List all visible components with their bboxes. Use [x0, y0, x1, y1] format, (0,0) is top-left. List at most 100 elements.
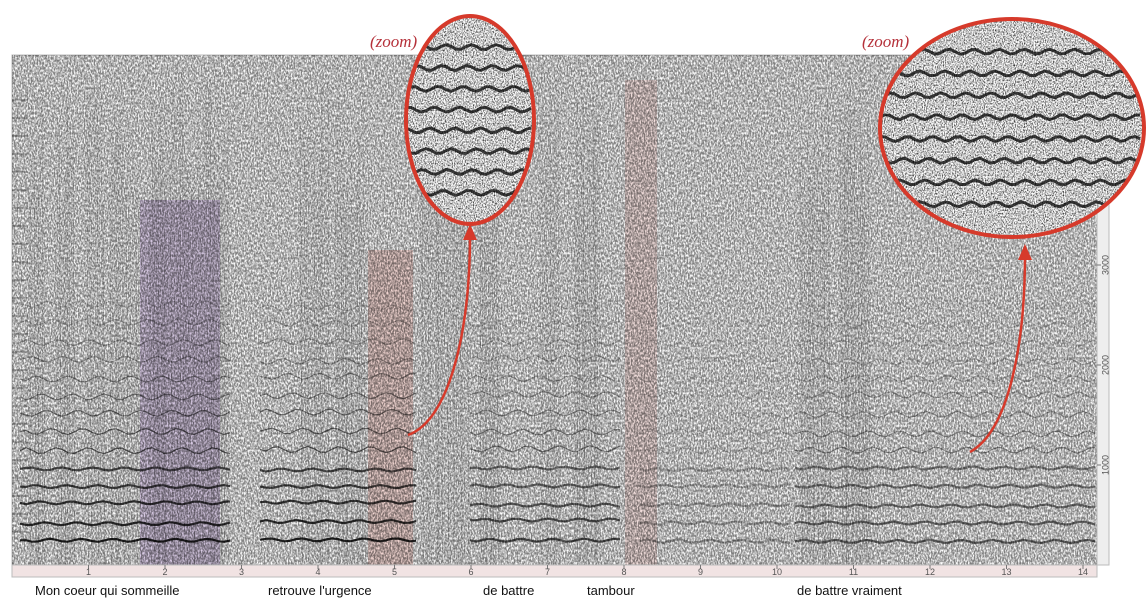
harmonic	[639, 428, 791, 436]
streak	[360, 210, 364, 565]
streak	[193, 164, 196, 565]
zoom-harmonic	[406, 147, 532, 155]
streak	[801, 145, 804, 565]
streak	[72, 118, 76, 565]
time-tick-label: 4	[315, 567, 320, 577]
frequency-tick-label: 3000	[1100, 255, 1110, 275]
streak	[588, 131, 593, 565]
streak	[153, 115, 156, 565]
streak	[305, 160, 310, 565]
streak	[68, 149, 71, 565]
arrow-head	[463, 224, 477, 240]
streak	[323, 150, 327, 565]
streak	[805, 193, 809, 565]
harmonic	[259, 499, 417, 505]
time-tick-label: 11	[849, 567, 858, 577]
harmonic	[639, 320, 791, 328]
harmonic	[259, 408, 417, 416]
zoom-harmonic	[406, 85, 532, 93]
streak	[211, 192, 215, 565]
zoom-content	[880, 19, 1144, 237]
zoom-view	[404, 14, 536, 226]
time-tick-label: 3	[239, 567, 244, 577]
harmonic	[19, 466, 231, 472]
streak	[859, 82, 864, 565]
streak	[867, 120, 871, 565]
streak	[185, 155, 189, 565]
streak	[839, 105, 844, 565]
streak	[175, 117, 179, 565]
streak	[197, 116, 201, 565]
time-tick-label: 9	[698, 567, 703, 577]
harmonic	[794, 446, 1096, 454]
time-tick-label: 1	[86, 567, 91, 577]
harmonic	[259, 445, 417, 454]
streak	[155, 164, 159, 565]
streak	[58, 120, 63, 565]
harmonic	[259, 337, 417, 346]
streak	[334, 177, 338, 565]
streak	[187, 166, 191, 565]
harmonic	[469, 390, 621, 399]
time-tick-label: 10	[772, 567, 782, 577]
time-tick-label: 2	[162, 567, 167, 577]
streak	[340, 183, 344, 565]
streak	[137, 174, 140, 565]
harmonic	[639, 375, 791, 383]
harmonic	[19, 447, 231, 455]
streak	[94, 104, 97, 565]
streak	[179, 86, 182, 565]
harmonic	[19, 393, 231, 401]
streak	[578, 213, 581, 565]
streak	[169, 160, 174, 565]
harmonic	[259, 537, 417, 543]
streak	[358, 136, 361, 565]
streak	[580, 137, 585, 565]
streak	[127, 120, 131, 565]
streak	[66, 96, 69, 565]
harmonic	[259, 372, 417, 380]
harmonic	[19, 375, 231, 383]
streak	[205, 79, 209, 565]
streak	[342, 116, 345, 565]
streak	[125, 180, 129, 565]
streak	[33, 157, 37, 565]
streak	[151, 102, 156, 565]
spectrogram	[12, 55, 1097, 565]
harmonic	[639, 538, 791, 544]
time-tick-label: 8	[621, 567, 626, 577]
harmonic	[259, 518, 417, 525]
harmonic	[469, 338, 621, 347]
streak	[102, 203, 106, 565]
streak	[598, 121, 601, 565]
harmonic	[639, 520, 791, 526]
streak	[319, 149, 322, 565]
harmonic	[639, 483, 791, 489]
harmonic	[19, 427, 231, 436]
streak	[111, 116, 114, 565]
streak	[327, 82, 330, 565]
streak	[843, 113, 848, 565]
time-tick-label: 14	[1078, 567, 1088, 577]
lyric: de battre vraiment	[797, 583, 902, 598]
streak	[541, 74, 544, 565]
harmonic	[794, 465, 1096, 471]
harmonic	[639, 302, 791, 310]
harmonic	[19, 483, 231, 490]
zoom-label: (zoom)	[370, 32, 418, 51]
streak	[313, 136, 316, 565]
streak	[592, 95, 596, 565]
harmonic	[794, 538, 1096, 545]
zoom-harmonic	[880, 69, 1141, 78]
streak	[551, 193, 554, 565]
streak	[129, 216, 133, 565]
streak	[199, 161, 204, 565]
streak	[344, 210, 348, 565]
harmonic	[469, 302, 621, 310]
arrow	[407, 234, 472, 437]
harmonic	[639, 339, 791, 347]
streak	[811, 183, 815, 565]
harmonic	[259, 357, 417, 365]
harmonic	[469, 537, 621, 543]
